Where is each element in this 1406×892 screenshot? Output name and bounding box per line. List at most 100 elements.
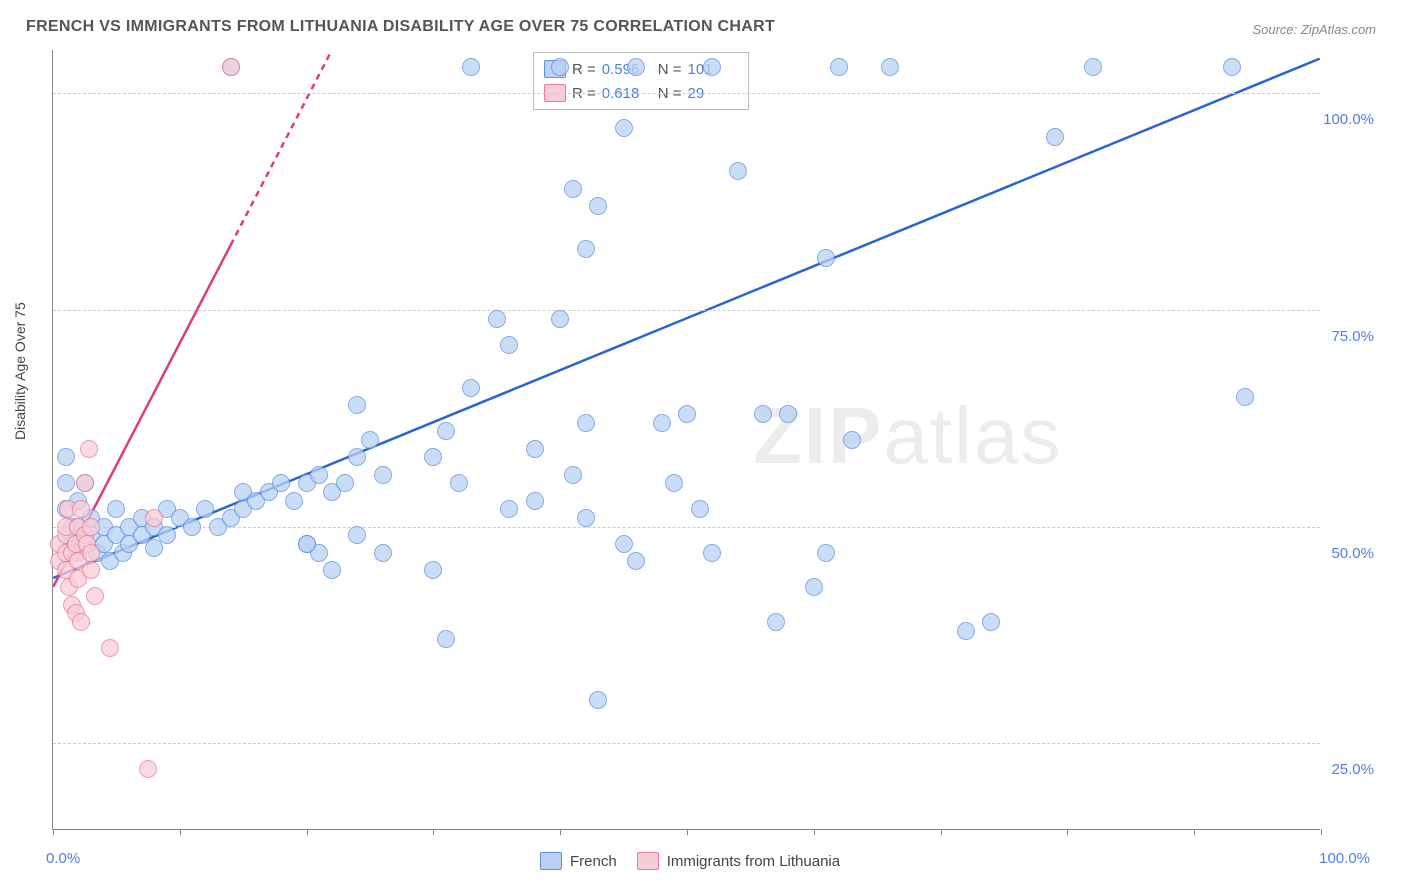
data-point [615, 119, 633, 137]
data-point [348, 526, 366, 544]
data-point [285, 492, 303, 510]
data-point [1046, 128, 1064, 146]
data-point [374, 466, 392, 484]
data-point [703, 58, 721, 76]
x-tick [687, 829, 688, 835]
data-point [57, 448, 75, 466]
x-tick [1321, 829, 1322, 835]
data-point [627, 552, 645, 570]
data-point [145, 509, 163, 527]
data-point [577, 414, 595, 432]
data-point [577, 240, 595, 258]
data-point [462, 58, 480, 76]
gridline [53, 93, 1320, 94]
data-point [72, 500, 90, 518]
x-tick [433, 829, 434, 835]
gridline [53, 310, 1320, 311]
legend-r-label: R = [572, 61, 596, 78]
data-point [551, 310, 569, 328]
data-point [101, 639, 119, 657]
data-point [589, 691, 607, 709]
data-point [107, 500, 125, 518]
data-point [82, 561, 100, 579]
legend-item-label: French [570, 853, 617, 870]
x-tick [560, 829, 561, 835]
y-tick-label: 50.0% [1304, 545, 1374, 562]
x-tick [180, 829, 181, 835]
data-point [272, 474, 290, 492]
data-point [462, 379, 480, 397]
data-point [577, 509, 595, 527]
data-point [82, 544, 100, 562]
data-point [589, 197, 607, 215]
data-point [57, 474, 75, 492]
data-point [139, 760, 157, 778]
legend-item: Immigrants from Lithuania [637, 852, 840, 870]
data-point [653, 414, 671, 432]
data-point [82, 518, 100, 536]
data-point [76, 474, 94, 492]
data-point [678, 405, 696, 423]
x-axis-min-label: 0.0% [46, 850, 80, 867]
data-point [1084, 58, 1102, 76]
data-point [424, 448, 442, 466]
data-point [500, 336, 518, 354]
legend-n-label: N = [658, 61, 682, 78]
trend-line-dashed [231, 50, 332, 245]
data-point [72, 613, 90, 631]
data-point [437, 422, 455, 440]
data-point [222, 58, 240, 76]
x-tick [53, 829, 54, 835]
data-point [450, 474, 468, 492]
data-point [627, 58, 645, 76]
data-point [323, 561, 341, 579]
data-point [703, 544, 721, 562]
data-point [80, 440, 98, 458]
data-point [526, 440, 544, 458]
y-tick-label: 100.0% [1304, 111, 1374, 128]
x-axis-max-label: 100.0% [1319, 850, 1370, 867]
data-point [437, 630, 455, 648]
legend-swatch [540, 852, 562, 870]
data-point [982, 613, 1000, 631]
legend-item: French [540, 852, 617, 870]
data-point [729, 162, 747, 180]
data-point [488, 310, 506, 328]
data-point [615, 535, 633, 553]
series-legend: French Immigrants from Lithuania [540, 852, 840, 870]
legend-item-label: Immigrants from Lithuania [667, 853, 840, 870]
data-point [500, 500, 518, 518]
data-point [348, 448, 366, 466]
x-tick [307, 829, 308, 835]
legend-swatch [637, 852, 659, 870]
data-point [158, 526, 176, 544]
data-point [767, 613, 785, 631]
data-point [298, 535, 316, 553]
data-point [881, 58, 899, 76]
data-point [1223, 58, 1241, 76]
watermark-rest: atlas [883, 391, 1062, 480]
x-tick [1067, 829, 1068, 835]
data-point [196, 500, 214, 518]
data-point [817, 249, 835, 267]
chart-title: FRENCH VS IMMIGRANTS FROM LITHUANIA DISA… [26, 18, 775, 36]
watermark: ZIPatlas [753, 390, 1062, 482]
x-tick [941, 829, 942, 835]
y-tick-label: 75.0% [1304, 328, 1374, 345]
watermark-bold: ZIP [753, 391, 883, 480]
data-point [526, 492, 544, 510]
data-point [424, 561, 442, 579]
data-point [551, 58, 569, 76]
data-point [564, 180, 582, 198]
x-tick [814, 829, 815, 835]
data-point [361, 431, 379, 449]
data-point [817, 544, 835, 562]
plot-area: ZIPatlas R =0.596N =101R =0.618N =29 [52, 50, 1320, 830]
data-point [805, 578, 823, 596]
data-point [665, 474, 683, 492]
source-label: Source: ZipAtlas.com [1252, 22, 1376, 37]
data-point [348, 396, 366, 414]
data-point [310, 466, 328, 484]
data-point [957, 622, 975, 640]
data-point [564, 466, 582, 484]
